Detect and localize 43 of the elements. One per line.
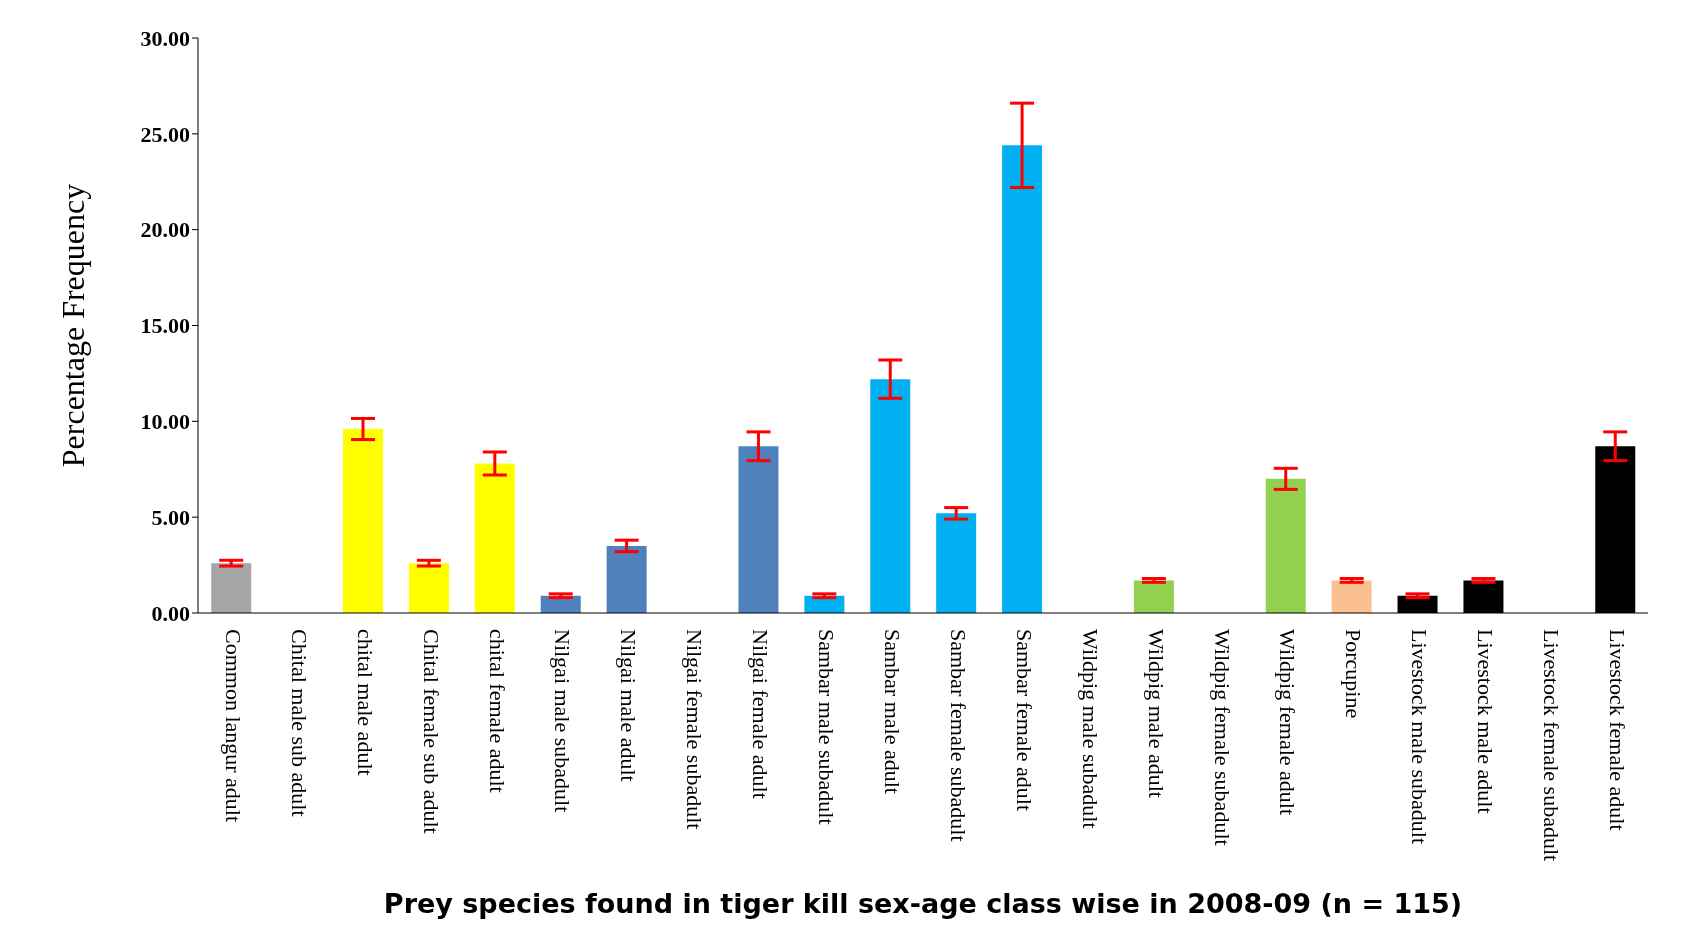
bar [870,379,911,613]
x-tick-label: chital female adult [484,629,510,793]
bar [1265,478,1306,613]
bar [408,563,449,613]
x-tick-label: chital male adult [352,629,378,776]
x-tick-label: Livestock male adult [1473,629,1499,814]
x-tick-label: Chital male sub adult [286,629,312,817]
y-tick-label: 15.00 [140,313,190,339]
x-tick-label: Sambar female subadult [945,629,971,842]
y-tick-label: 20.00 [140,217,190,243]
x-tick-label: Porcupine [1341,629,1367,719]
bar [1331,580,1372,613]
x-axis-title: Prey species found in tiger kill sex-age class wise in 2008-09 (n = 115) [383,888,1463,919]
bar [211,563,252,613]
bar [1002,145,1043,613]
x-tick-label: Nilgai female subadult [682,629,708,830]
x-tick-label: Nilgai female adult [748,629,774,799]
x-tick-label: Common langur adult [220,629,246,823]
x-tick-label: Wildpig male subadult [1077,629,1103,829]
x-tick-label: Chital female sub adult [418,629,444,834]
y-tick-label: 30.00 [140,25,190,51]
y-axis-title: Percentage Frequency [55,183,92,468]
bar [606,545,647,613]
x-tick-label: Sambar female adult [1011,629,1037,812]
x-tick-label: Nilgai male adult [616,629,642,782]
x-tick-label: Livestock male subadult [1407,629,1433,845]
y-tick-label: 25.00 [140,121,190,147]
bar [936,513,977,613]
x-tick-label: Nilgai male subadult [550,629,576,813]
x-tick-label: Livestock female subadult [1539,629,1565,862]
x-tick-label: Wildpig female subadult [1209,629,1235,846]
y-tick-label: 10.00 [140,409,190,435]
x-tick-label: Livestock female adult [1605,629,1630,831]
y-tick-label: 0.00 [151,600,190,626]
x-tick-label: Sambar male adult [880,629,905,794]
y-tick-label: 5.00 [151,504,190,530]
x-tick-label: Wildpig female adult [1275,629,1301,816]
x-tick-label: Sambar male subadult [814,629,840,825]
bar [738,446,779,613]
bar [343,429,383,613]
bar [1133,580,1174,613]
bar [474,463,515,613]
x-tick-label: Wildpig male adult [1143,629,1169,798]
